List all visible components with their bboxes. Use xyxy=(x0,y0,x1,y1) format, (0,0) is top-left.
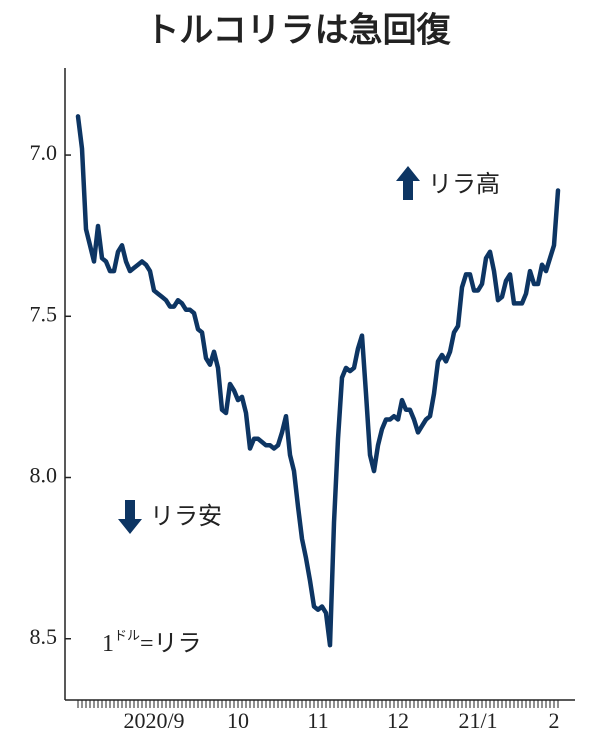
x-tick-label: 2020/9 xyxy=(123,708,184,733)
unit-part: =リラ xyxy=(140,631,202,657)
annotation: リラ高 xyxy=(428,170,500,198)
line-series xyxy=(75,114,561,648)
y-tick-label: 8.0 xyxy=(30,463,58,488)
x-tick-label: 21/1 xyxy=(458,708,497,733)
up-arrow xyxy=(396,166,420,200)
x-tick-label: 12 xyxy=(387,708,409,733)
y-tick-label: 8.5 xyxy=(30,624,58,649)
x-tick-label: 2 xyxy=(549,708,560,733)
x-tick-label: 11 xyxy=(307,708,328,733)
y-tick-label: 7.0 xyxy=(30,140,58,165)
unit-part: ドル xyxy=(114,628,140,643)
y-tick-label: 7.5 xyxy=(30,301,58,326)
x-tick-label: 10 xyxy=(227,708,249,733)
down-arrow xyxy=(118,500,142,534)
unit-part: 1 xyxy=(102,631,114,657)
annotation: リラ安 xyxy=(150,502,222,530)
unit-label: 1ドル=リラ xyxy=(102,628,202,657)
chart-title: トルコリラは急回復 xyxy=(145,11,451,51)
